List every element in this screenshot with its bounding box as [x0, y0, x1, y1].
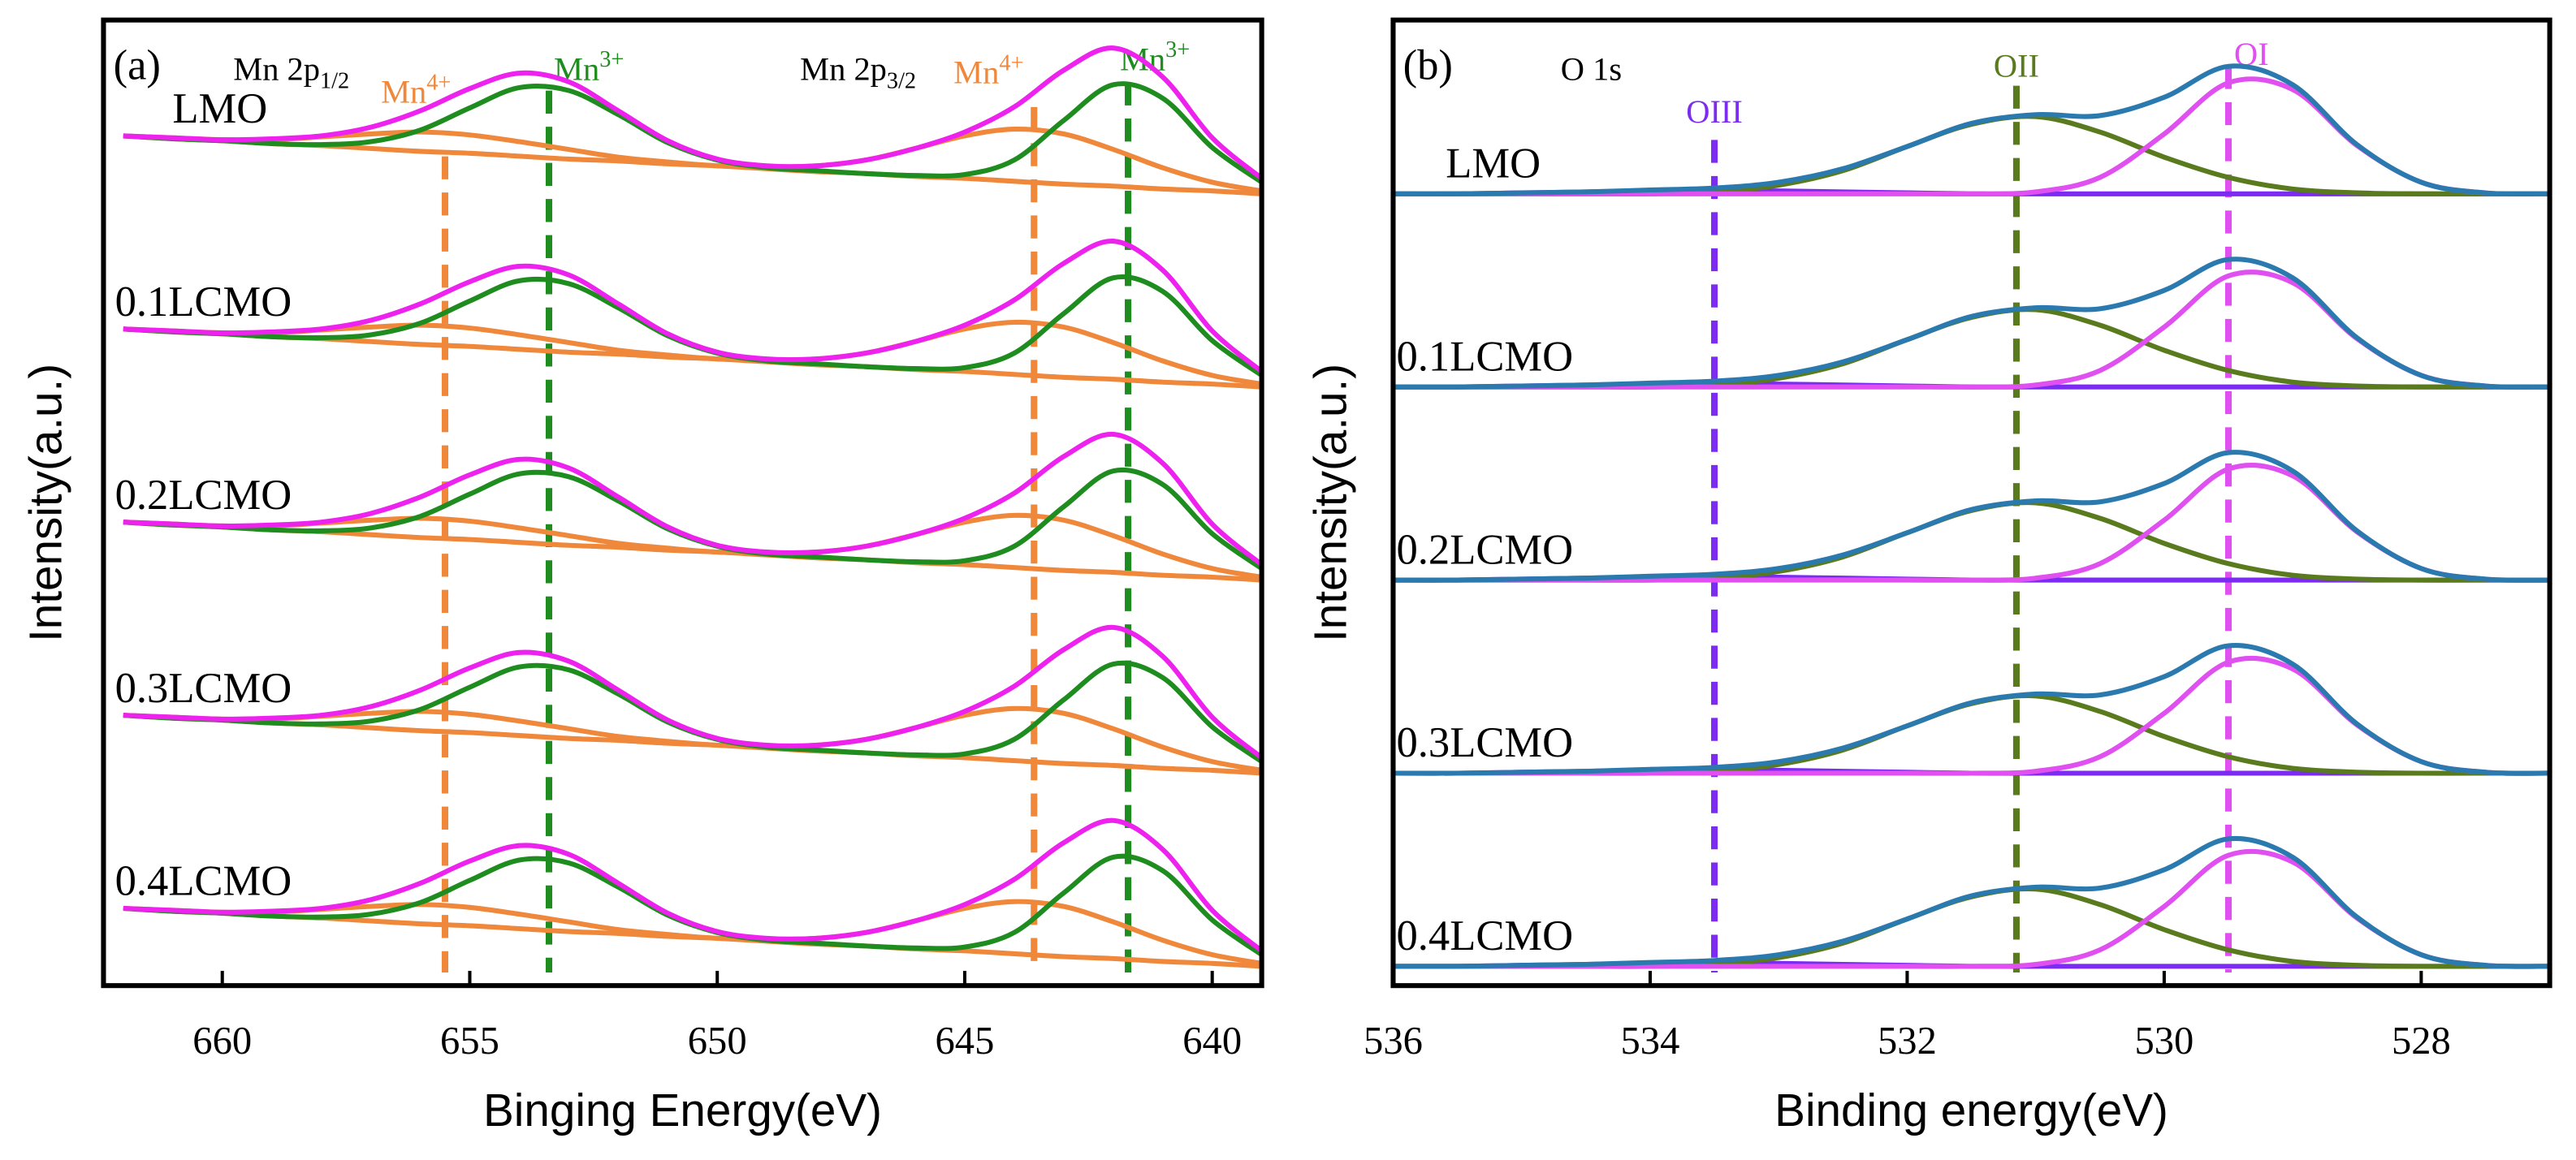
annotation: Mn4+	[953, 50, 1023, 91]
annotation: Mn3+	[554, 47, 624, 88]
sample-label: 0.1LCMO	[1397, 333, 1574, 380]
annotation: Mn 2p1/2	[233, 51, 349, 93]
annotation-text: O 1s	[1561, 51, 1622, 88]
plot-frame	[101, 17, 1264, 989]
annotation-superscript: 4+	[426, 70, 451, 95]
annotation-text: Mn	[381, 74, 426, 110]
spectrum-curve	[123, 853, 1264, 957]
annotation-text: Mn 2p	[800, 51, 887, 88]
sample-label: 0.4LCMO	[115, 858, 292, 905]
spectrum-curve	[123, 239, 1264, 374]
spectrum-curve	[1393, 114, 2550, 196]
spectrum-curve	[123, 274, 1264, 377]
x-axis-label: Binging Energy(eV)	[483, 1085, 882, 1136]
sample-label: 0.4LCMO	[1397, 912, 1574, 959]
annotation: Mn3+	[1120, 37, 1190, 78]
spectrum-curve	[1393, 76, 2550, 197]
sample-label: LMO	[172, 85, 267, 132]
sample-label: 0.3LCMO	[1397, 719, 1574, 766]
annotation: OII	[1994, 48, 2039, 84]
x-tick-label: 655	[440, 1019, 499, 1063]
spectrum-curve	[1393, 643, 2550, 776]
sample-label: 0.2LCMO	[115, 472, 292, 519]
y-axis-label: Intensity(a.u.)	[1306, 364, 1357, 642]
x-tick-label: 528	[2392, 1019, 2451, 1063]
spectrum-curve	[123, 660, 1264, 764]
x-tick-label: 650	[688, 1019, 747, 1063]
annotation: Mn 2p3/2	[800, 51, 916, 93]
spectrum-curve	[1393, 450, 2550, 583]
annotation-text: Mn	[953, 54, 999, 91]
x-tick-label: 640	[1182, 1019, 1242, 1063]
annotation: Mn4+	[381, 70, 451, 110]
annotation-subscript: 1/2	[320, 68, 349, 93]
annotation: O 1s	[1561, 51, 1622, 88]
annotation-superscript: 3+	[599, 47, 624, 72]
x-tick-label: 660	[192, 1019, 252, 1063]
spectrum-curve	[123, 624, 1264, 760]
annotation-text: Mn	[554, 51, 599, 88]
spectrum-curve	[123, 81, 1264, 184]
panel-label: (a)	[114, 41, 161, 88]
sample-label: 0.2LCMO	[1397, 526, 1574, 573]
sample-label: 0.3LCMO	[115, 665, 292, 712]
annotation: OIII	[1686, 93, 1743, 130]
annotation-superscript: 3+	[1165, 37, 1190, 63]
annotation-text: OII	[1994, 48, 2039, 84]
spectrum-curve	[123, 817, 1264, 953]
spectrum-curve	[123, 431, 1264, 567]
panel-label: (b)	[1403, 41, 1453, 88]
y-axis-label: Intensity(a.u.)	[21, 364, 72, 642]
x-axis-label: Binding energy(eV)	[1774, 1085, 2168, 1136]
sample-label: 0.1LCMO	[115, 278, 292, 326]
annotation-superscript: 4+	[999, 50, 1023, 75]
annotation-text: OIII	[1686, 93, 1743, 130]
sample-label: LMO	[1446, 140, 1541, 187]
annotation-text: Mn 2p	[233, 51, 320, 88]
spectrum-curve	[1393, 257, 2550, 390]
spectrum-curve	[123, 45, 1264, 181]
panel: Mn4+ Mn3+ Mn4+ Mn3+LMO0.1LCMO0.2LCMO0.3LCMO…	[21, 17, 1264, 1136]
x-tick-label: 534	[1621, 1019, 1680, 1063]
spectrum-curve	[1393, 63, 2550, 197]
spectrum-curve	[123, 467, 1264, 571]
spectrum-curve	[1393, 835, 2550, 969]
x-tick-label: 532	[1878, 1019, 1937, 1063]
x-tick-label: 530	[2134, 1019, 2193, 1063]
annotation-subscript: 3/2	[887, 68, 916, 93]
plot-frame	[1390, 17, 2552, 989]
x-tick-label: 536	[1364, 1019, 1423, 1063]
x-tick-label: 645	[936, 1019, 995, 1063]
